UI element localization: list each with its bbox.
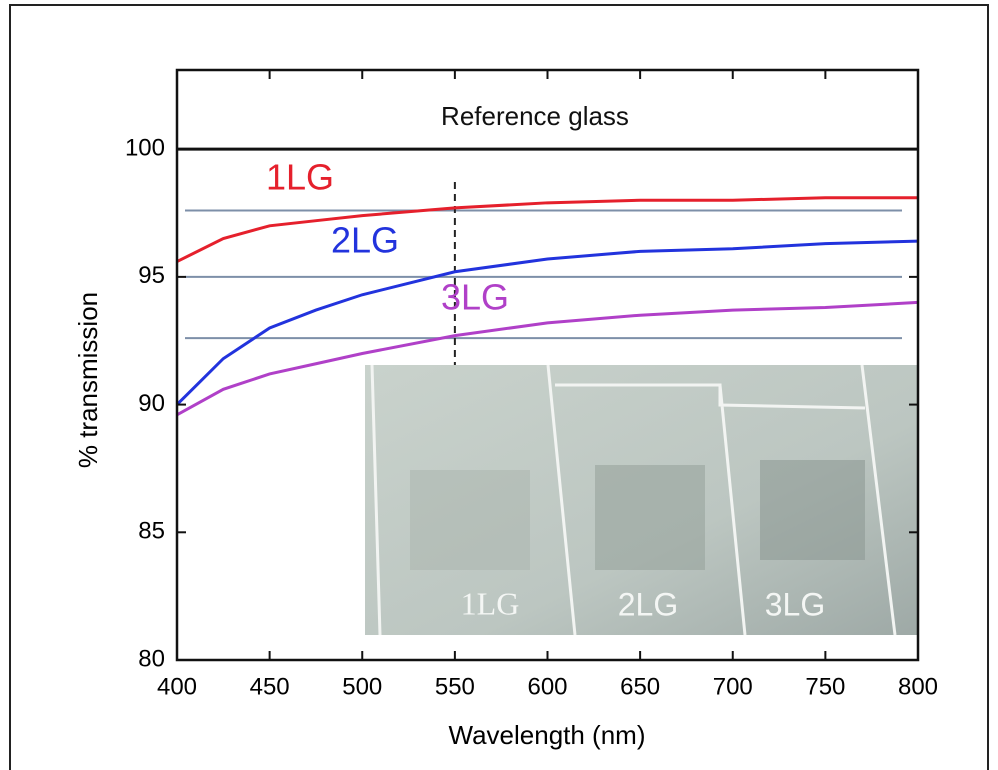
y-tick-label: 95 bbox=[138, 262, 165, 289]
y-tick-label: 85 bbox=[138, 518, 165, 545]
y-axis-label: % transmission bbox=[73, 292, 103, 468]
y-tick-label: 100 bbox=[125, 135, 165, 162]
x-axis-label: Wavelength (nm) bbox=[449, 720, 646, 750]
x-tick-label: 650 bbox=[620, 673, 660, 700]
series-label: 1LG bbox=[266, 157, 334, 198]
series-label: 3LG bbox=[441, 277, 509, 318]
series-label: 2LG bbox=[331, 220, 399, 261]
x-tick-label: 400 bbox=[157, 673, 197, 700]
y-tick-label: 90 bbox=[138, 390, 165, 417]
inset-label: 3LG bbox=[765, 586, 825, 622]
x-tick-label: 600 bbox=[527, 673, 567, 700]
x-tick-label: 500 bbox=[342, 673, 382, 700]
x-tick-label: 450 bbox=[250, 673, 290, 700]
x-tick-label: 750 bbox=[805, 673, 845, 700]
x-tick-label: 700 bbox=[713, 673, 753, 700]
x-tick-label: 550 bbox=[435, 673, 475, 700]
inset-label: 2LG bbox=[618, 586, 678, 622]
page: {"chart_data": {"type": "line", "xlabel"… bbox=[0, 0, 998, 770]
x-tick-label: 800 bbox=[898, 673, 938, 700]
chart: Wavelength (nm) % transmission Reference… bbox=[0, 0, 998, 770]
y-tick-label: 80 bbox=[138, 645, 165, 672]
series-line bbox=[177, 198, 918, 262]
inset-label: 1LG bbox=[461, 585, 520, 621]
series-label: Reference glass bbox=[441, 101, 629, 131]
